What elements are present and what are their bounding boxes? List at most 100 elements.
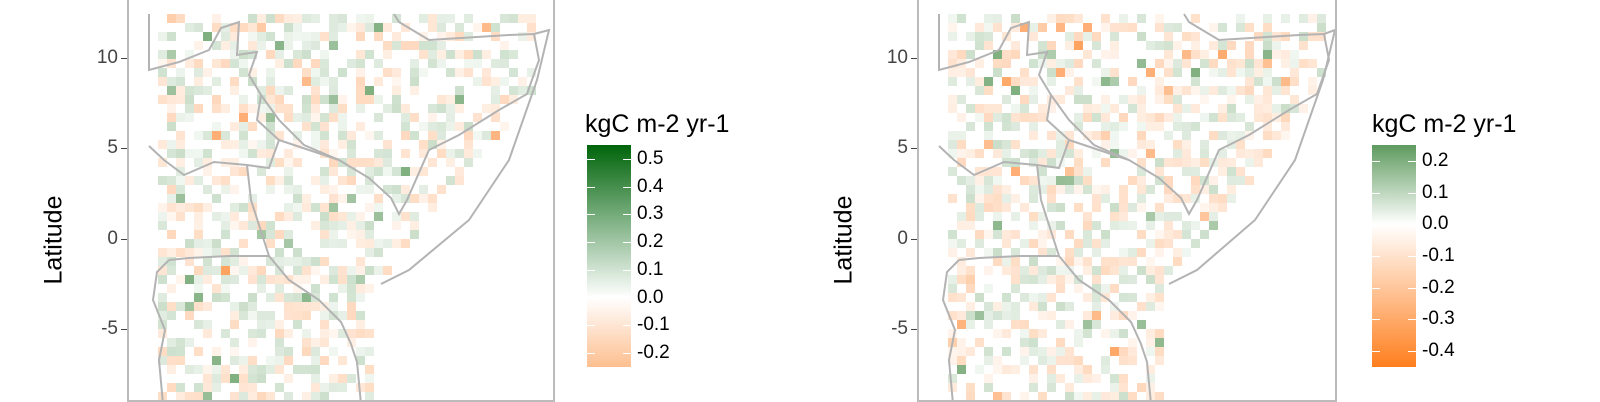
raster-cell [1092, 194, 1101, 203]
legend-tick-mark [623, 242, 631, 244]
raster-cell [347, 176, 356, 185]
raster-cell [1209, 194, 1218, 203]
raster-cell [1092, 248, 1101, 257]
raster-cell [347, 158, 356, 167]
raster-cell [320, 167, 329, 176]
raster-cell [1056, 23, 1065, 32]
raster-cell [473, 59, 482, 68]
raster-cell [1218, 131, 1227, 140]
raster-cell [1029, 329, 1038, 338]
raster-cell [203, 185, 212, 194]
raster-cell [1281, 122, 1290, 131]
raster-cell [1011, 86, 1020, 95]
legend-tick-mark [1372, 224, 1380, 226]
raster-cell [1218, 194, 1227, 203]
raster-cell [302, 257, 311, 266]
raster-cell [1164, 32, 1173, 41]
raster-cell [1065, 257, 1074, 266]
raster-cell [275, 104, 284, 113]
raster-cell [212, 239, 221, 248]
raster-cell [338, 113, 347, 122]
raster-cell [1236, 23, 1245, 32]
raster-cell [392, 32, 401, 41]
raster-cell [948, 104, 957, 113]
raster-cell [365, 347, 374, 356]
raster-cell [966, 203, 975, 212]
raster-cell [1047, 248, 1056, 257]
raster-cell [176, 185, 185, 194]
raster-cell [1020, 356, 1029, 365]
raster-cell [1020, 329, 1029, 338]
raster-cell [1110, 77, 1119, 86]
raster-cell [1101, 266, 1110, 275]
raster-cell [275, 284, 284, 293]
raster-cell [984, 311, 993, 320]
raster-cell [329, 221, 338, 230]
raster-cell [957, 347, 966, 356]
raster-cell [266, 122, 275, 131]
raster-cell [1038, 23, 1047, 32]
raster-cell [966, 248, 975, 257]
y-tick-label: -5 [891, 318, 908, 339]
raster-cell [158, 77, 167, 86]
raster-cell [203, 320, 212, 329]
raster-cell [1236, 140, 1245, 149]
raster-cell [293, 293, 302, 302]
raster-cell [1128, 203, 1137, 212]
raster-cell [1227, 86, 1236, 95]
raster-cell [993, 14, 1002, 23]
raster-cell [1047, 41, 1056, 50]
raster-cell [1065, 248, 1074, 257]
raster-cell [509, 50, 518, 59]
raster-cell [374, 59, 383, 68]
raster-cell [1209, 113, 1218, 122]
raster-cell [1218, 86, 1227, 95]
raster-cell [257, 365, 266, 374]
y-tick-label: 0 [107, 228, 118, 249]
raster-cell [1011, 50, 1020, 59]
raster-cell [1164, 212, 1173, 221]
raster-cell [455, 104, 464, 113]
raster-cell [158, 356, 167, 365]
raster-cell [1191, 167, 1200, 176]
raster-cell [1110, 68, 1119, 77]
raster-cell [1038, 392, 1047, 400]
raster-cell [1029, 221, 1038, 230]
raster-cell [302, 293, 311, 302]
raster-cell [966, 149, 975, 158]
raster-cell [1083, 221, 1092, 230]
raster-cell [329, 158, 338, 167]
raster-cell [401, 239, 410, 248]
raster-cell [293, 50, 302, 59]
raster-cell [248, 383, 257, 392]
raster-cell [311, 356, 320, 365]
raster-cell [437, 23, 446, 32]
raster-cell [527, 23, 536, 32]
raster-cell [230, 122, 239, 131]
raster-cell [194, 293, 203, 302]
coastline-somalia [380, 28, 551, 285]
raster-cell [1110, 374, 1119, 383]
raster-cell [1119, 266, 1128, 275]
raster-cell [293, 23, 302, 32]
raster-cell [257, 41, 266, 50]
raster-cell [356, 95, 365, 104]
raster-cell [302, 50, 311, 59]
raster-cell [1254, 149, 1263, 158]
raster-cell [401, 194, 410, 203]
raster-cell [1020, 347, 1029, 356]
raster-cell [329, 95, 338, 104]
raster-cell [356, 266, 365, 275]
raster-cell [1119, 329, 1128, 338]
raster-cell [194, 86, 203, 95]
raster-cell [410, 113, 419, 122]
raster-cell [1209, 185, 1218, 194]
raster-cell [1110, 50, 1119, 59]
legend-tick-mark [1408, 224, 1416, 226]
raster-cell [365, 248, 374, 257]
raster-cell [338, 131, 347, 140]
raster-cell [302, 95, 311, 104]
raster-cell [1173, 248, 1182, 257]
raster-cell [1164, 158, 1173, 167]
raster-cell [948, 50, 957, 59]
